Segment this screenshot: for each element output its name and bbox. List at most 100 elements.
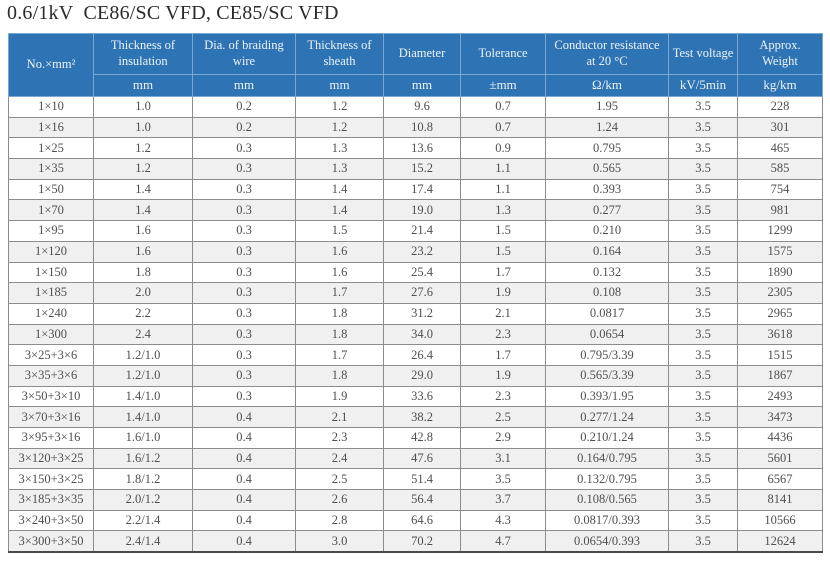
table-row: 1×120 1.6 0.3 1.6 23.2 1.5 0.164 3.5 1575 (8, 240, 823, 263)
table-cell: 51.4 (383, 468, 461, 491)
column-unit: mm (383, 74, 461, 97)
table-cell: 3.5 (668, 240, 738, 263)
table-cell: 1.0 (93, 96, 193, 118)
table-cell: 0.7 (460, 116, 546, 139)
table-cell: 3.5 (668, 96, 738, 118)
table-cell: 0.4 (192, 447, 296, 470)
table-cell: 1.8 (295, 302, 384, 325)
table-cell: 17.4 (383, 178, 461, 201)
table-row: 1×240 2.2 0.3 1.8 31.2 2.1 0.0817 3.5 2965 (8, 302, 823, 325)
table-row: 3×150+3×25 1.8/1.2 0.4 2.5 51.4 3.5 0.132/0.79… (8, 468, 823, 491)
table-cell: 1.6/1.2 (93, 447, 193, 470)
table-cell: 3.5 (668, 282, 738, 304)
column-header: Thickness of insulation (93, 33, 193, 75)
table-cell: 0.393 (545, 178, 669, 201)
table-row: 1×95 1.6 0.3 1.5 21.4 1.5 0.210 3.5 1299 (8, 220, 823, 242)
table-cell: 754 (737, 178, 823, 201)
table-cell: 3.5 (668, 323, 738, 346)
table-cell: 42.8 (383, 427, 461, 449)
table-cell: 3.5 (668, 447, 738, 470)
table-cell: 1.2 (93, 158, 193, 180)
table-cell: 0.565/3.39 (545, 364, 669, 387)
table-cell: 0.9 (460, 137, 546, 160)
table-cell: 3.5 (668, 137, 738, 160)
table-cell: 981 (737, 199, 823, 222)
table-cell: 0.795/3.39 (545, 344, 669, 366)
column-unit: mm (93, 74, 193, 97)
table-row: 1×50 1.4 0.3 1.4 17.4 1.1 0.393 3.5 754 (8, 178, 823, 201)
table-cell: 3×25+3×6 (8, 344, 94, 366)
table-cell: 5601 (737, 447, 823, 470)
table-cell: 0.3 (192, 137, 296, 160)
table-cell: 38.2 (383, 406, 461, 428)
table-cell: 0.3 (192, 364, 296, 387)
table-cell: 0.4 (192, 509, 296, 532)
table-cell: 3618 (737, 323, 823, 346)
header-units-row: mm mm mm mm ±mm Ω/km kV/5min kg/km (9, 74, 823, 97)
table-cell: 301 (737, 116, 823, 139)
table-cell: 1×10 (8, 96, 94, 118)
table-cell: 2.3 (460, 323, 546, 346)
table-cell: 8141 (737, 489, 823, 511)
table-cell: 0.3 (192, 199, 296, 222)
table-cell: 0.3 (192, 261, 296, 284)
table-cell: 0.210/1.24 (545, 427, 669, 449)
column-header: Thickness of sheath (295, 33, 384, 75)
table-row: 1×35 1.2 0.3 1.3 15.2 1.1 0.565 3.5 585 (8, 158, 823, 180)
table-cell: 2.5 (295, 468, 384, 491)
table-cell: 26.4 (383, 344, 461, 366)
table-cell: 1.5 (460, 220, 546, 242)
table-cell: 1515 (737, 344, 823, 366)
table-cell: 4436 (737, 427, 823, 449)
table-cell: 0.3 (192, 282, 296, 304)
table-cell: 3.5 (668, 158, 738, 180)
table-row: 1×25 1.2 0.3 1.3 13.6 0.9 0.795 3.5 465 (8, 137, 823, 160)
table-cell: 465 (737, 137, 823, 160)
table-cell: 3×50+3×10 (8, 385, 94, 408)
table-cell: 19.0 (383, 199, 461, 222)
column-header: Test voltage (668, 33, 738, 75)
table-cell: 56.4 (383, 489, 461, 511)
table-cell: 1×120 (8, 240, 94, 263)
table-row: 1×185 2.0 0.3 1.7 27.6 1.9 0.108 3.5 2305 (8, 282, 823, 304)
table-cell: 13.6 (383, 137, 461, 160)
table-cell: 3.5 (668, 220, 738, 242)
table-cell: 1.3 (460, 199, 546, 222)
table-row: 3×240+3×50 2.2/1.4 0.4 2.8 64.6 4.3 0.0817/0.3… (8, 509, 823, 532)
table-cell: 25.4 (383, 261, 461, 284)
table-cell: 3.5 (668, 385, 738, 408)
column-header: Conductor resistance at 20 °C (545, 33, 669, 75)
table-row: 3×120+3×25 1.6/1.2 0.4 2.4 47.6 3.1 0.164/0.79… (8, 447, 823, 470)
table-header: No.×mm² Thickness of insulation Dia. of br… (8, 33, 823, 97)
table-cell: 0.4 (192, 406, 296, 428)
table-cell: 29.0 (383, 364, 461, 387)
table-cell: 2.2/1.4 (93, 509, 193, 532)
table-cell: 0.277/1.24 (545, 406, 669, 428)
table-cell: 1×50 (8, 178, 94, 201)
column-unit: ±mm (460, 74, 546, 97)
table-cell: 0.0654 (545, 323, 669, 346)
table-cell: 1×35 (8, 158, 94, 180)
header-labels-row: No.×mm² Thickness of insulation Dia. of br… (8, 33, 823, 97)
table-cell: 3.5 (668, 530, 738, 553)
table-cell: 1.4 (295, 199, 384, 222)
table-cell: 2.3 (295, 427, 384, 449)
table-cell: 1.4 (93, 199, 193, 222)
table-cell: 0.3 (192, 178, 296, 201)
table-cell: 0.3 (192, 302, 296, 325)
table-cell: 1.6 (295, 240, 384, 263)
table-cell: 2.3 (460, 385, 546, 408)
table-cell: 1.9 (460, 364, 546, 387)
table-cell: 2493 (737, 385, 823, 408)
table-cell: 27.6 (383, 282, 461, 304)
table-cell: 1×240 (8, 302, 94, 325)
table-cell: 0.3 (192, 158, 296, 180)
column-header: Diameter (383, 33, 461, 75)
table-cell: 10566 (737, 509, 823, 532)
column-unit: mm (192, 74, 296, 97)
table-cell: 1×150 (8, 261, 94, 284)
table-cell: 0.164/0.795 (545, 447, 669, 470)
column-unit: kg/km (737, 74, 823, 97)
table-cell: 1299 (737, 220, 823, 242)
table-cell: 1.6 (93, 240, 193, 263)
